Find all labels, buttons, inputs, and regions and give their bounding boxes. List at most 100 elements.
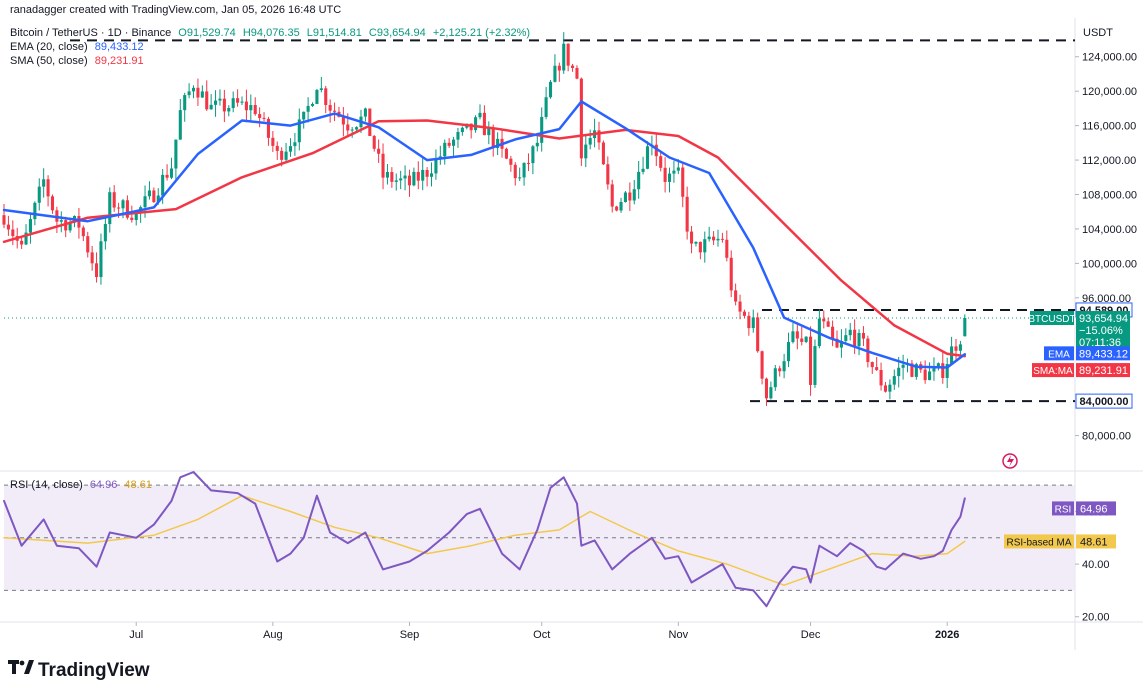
candle-body[interactable] xyxy=(271,137,275,146)
candle-body[interactable] xyxy=(11,229,15,237)
candle-body[interactable] xyxy=(275,145,279,151)
candle-body[interactable] xyxy=(218,98,222,101)
candle-body[interactable] xyxy=(434,158,438,174)
candle-body[interactable] xyxy=(888,384,892,392)
candle-body[interactable] xyxy=(535,142,539,147)
candle-body[interactable] xyxy=(945,364,949,379)
candle-body[interactable] xyxy=(597,130,601,143)
candle-body[interactable] xyxy=(134,211,138,220)
candle-body[interactable] xyxy=(601,142,605,165)
candle-body[interactable] xyxy=(425,169,429,177)
candle-body[interactable] xyxy=(685,196,689,232)
candle-body[interactable] xyxy=(50,196,55,211)
candle-body[interactable] xyxy=(416,171,420,181)
candle-body[interactable] xyxy=(460,127,464,133)
candle-body[interactable] xyxy=(782,361,786,372)
candle-body[interactable] xyxy=(522,162,526,178)
candle-body[interactable] xyxy=(227,108,231,112)
candle-body[interactable] xyxy=(619,201,623,211)
candle-body[interactable] xyxy=(487,128,491,136)
candle-body[interactable] xyxy=(209,104,213,110)
candle-body[interactable] xyxy=(214,100,218,105)
candle-body[interactable] xyxy=(143,196,147,208)
candle-body[interactable] xyxy=(663,167,667,182)
candle-body[interactable] xyxy=(438,156,442,159)
candle-body[interactable] xyxy=(712,236,716,241)
candle-body[interactable] xyxy=(707,236,711,240)
candle-body[interactable] xyxy=(826,321,830,327)
candle-body[interactable] xyxy=(280,150,284,160)
candle-body[interactable] xyxy=(496,138,500,148)
candle-body[interactable] xyxy=(778,368,782,372)
alert-lightning-icon[interactable] xyxy=(1002,453,1018,469)
candle-body[interactable] xyxy=(831,326,835,339)
candle-body[interactable] xyxy=(399,178,403,181)
candle-body[interactable] xyxy=(813,346,817,385)
candle-body[interactable] xyxy=(936,363,940,369)
candle-body[interactable] xyxy=(333,110,337,112)
candle-body[interactable] xyxy=(302,111,306,120)
candle-body[interactable] xyxy=(910,363,914,377)
candle-body[interactable] xyxy=(324,88,328,106)
candle-body[interactable] xyxy=(623,192,627,202)
candle-body[interactable] xyxy=(108,192,112,225)
candle-body[interactable] xyxy=(518,177,522,179)
symbol-name[interactable]: Bitcoin / TetherUS · 1D · Binance xyxy=(10,27,172,39)
candle-body[interactable] xyxy=(654,144,658,157)
candle-body[interactable] xyxy=(610,184,614,207)
candle-body[interactable] xyxy=(81,227,85,237)
candle-body[interactable] xyxy=(77,216,81,228)
candle-body[interactable] xyxy=(147,190,151,197)
candle-body[interactable] xyxy=(24,232,28,245)
candle-body[interactable] xyxy=(156,195,160,203)
candle-body[interactable] xyxy=(923,369,927,381)
candle-body[interactable] xyxy=(791,331,795,343)
candle-body[interactable] xyxy=(130,217,134,220)
candle-body[interactable] xyxy=(531,146,535,164)
candle-body[interactable] xyxy=(253,105,257,115)
candle-body[interactable] xyxy=(125,200,129,218)
candle-body[interactable] xyxy=(288,146,293,152)
candle-body[interactable] xyxy=(161,174,165,196)
candle-body[interactable] xyxy=(2,215,6,225)
candle-body[interactable] xyxy=(725,239,729,258)
candle-body[interactable] xyxy=(205,91,209,110)
candle-body[interactable] xyxy=(795,331,799,339)
candle-body[interactable] xyxy=(319,88,323,90)
candle-body[interactable] xyxy=(99,241,103,278)
candle-body[interactable] xyxy=(963,317,967,337)
candle-body[interactable] xyxy=(557,65,561,71)
candle-body[interactable] xyxy=(103,224,107,242)
candle-body[interactable] xyxy=(932,368,936,372)
candle-body[interactable] xyxy=(86,236,90,253)
candle-body[interactable] xyxy=(377,148,381,154)
candle-body[interactable] xyxy=(839,340,843,348)
candle-body[interactable] xyxy=(606,164,610,185)
candle-body[interactable] xyxy=(385,172,389,178)
candle-body[interactable] xyxy=(628,192,632,201)
candle-body[interactable] xyxy=(637,171,641,190)
candle-body[interactable] xyxy=(575,67,579,79)
candle-body[interactable] xyxy=(90,252,94,264)
candle-body[interactable] xyxy=(429,173,434,177)
candle-body[interactable] xyxy=(447,142,451,146)
candle-body[interactable] xyxy=(59,220,63,222)
candle-body[interactable] xyxy=(46,179,50,197)
candle-body[interactable] xyxy=(892,376,896,385)
candle-body[interactable] xyxy=(504,148,508,159)
candle-body[interactable] xyxy=(941,363,945,379)
candle-body[interactable] xyxy=(306,105,310,112)
candle-body[interactable] xyxy=(112,192,116,208)
candle-body[interactable] xyxy=(786,342,791,362)
candle-body[interactable] xyxy=(848,329,852,336)
candle-body[interactable] xyxy=(240,101,244,103)
candle-body[interactable] xyxy=(729,257,733,291)
candle-body[interactable] xyxy=(588,138,592,145)
candle-body[interactable] xyxy=(548,81,553,98)
candle-body[interactable] xyxy=(773,368,777,388)
candle-body[interactable] xyxy=(6,224,10,230)
candle-body[interactable] xyxy=(747,315,751,329)
candle-body[interactable] xyxy=(764,378,769,399)
candle-body[interactable] xyxy=(33,202,37,220)
